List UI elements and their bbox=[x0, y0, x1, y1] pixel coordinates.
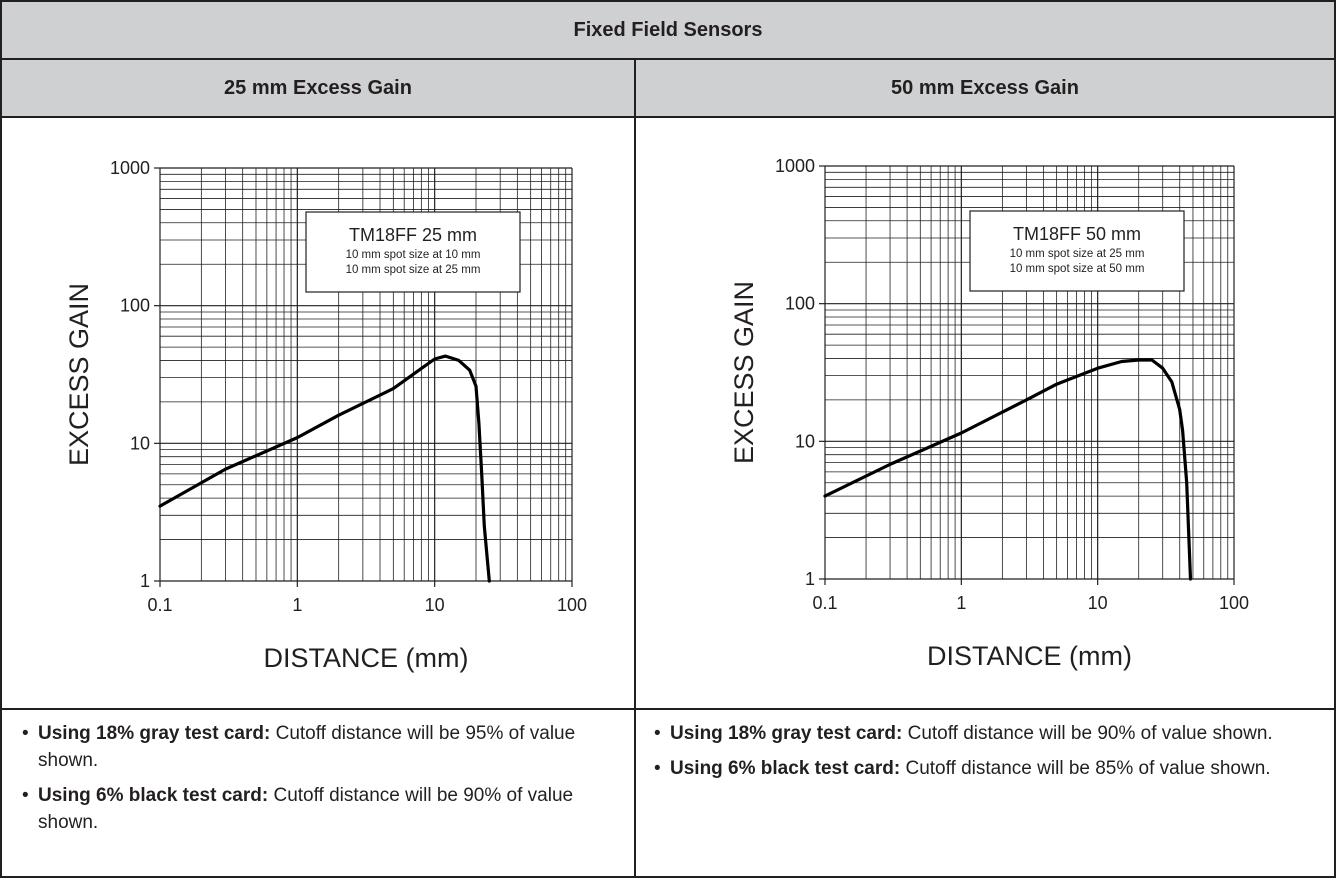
note-text: Cutoff distance will be 90% of value sho… bbox=[902, 723, 1273, 744]
legend-line: 10 mm spot size at 25 mm bbox=[346, 264, 481, 276]
note-bold: Using 6% black test card: bbox=[38, 785, 269, 806]
note-bold: Using 6% black test card: bbox=[670, 758, 901, 779]
legend-title: TM18FF 25 mm bbox=[349, 225, 477, 245]
y-axis-label: EXCESS GAIN bbox=[64, 283, 94, 466]
x-tick-label: 0.1 bbox=[147, 595, 172, 615]
notes-50mm: • Using 18% gray test card: Cutoff distan… bbox=[654, 720, 1294, 790]
note-bold: Using 18% gray test card: bbox=[38, 723, 271, 744]
x-tick-label: 1 bbox=[292, 595, 302, 615]
x-tick-label: 100 bbox=[1219, 593, 1249, 613]
y-tick-label: 1000 bbox=[110, 158, 150, 178]
x-tick-label: 10 bbox=[425, 595, 445, 615]
y-tick-label: 10 bbox=[130, 433, 150, 453]
note-item: • Using 6% black test card: Cutoff distan… bbox=[22, 782, 622, 836]
notes-25mm: • Using 18% gray test card: Cutoff distan… bbox=[22, 720, 622, 844]
x-tick-label: 0.1 bbox=[812, 593, 837, 613]
x-tick-label: 10 bbox=[1088, 593, 1108, 613]
bullet-icon: • bbox=[22, 785, 29, 806]
bullet-icon: • bbox=[22, 723, 29, 744]
chart-25mm-excess-gain: 0.1 1 10 100 1 10 100 1000 DISTANCE (mm) EXCESS G… bbox=[64, 158, 587, 673]
y-tick-label: 1000 bbox=[775, 156, 815, 176]
note-item: • Using 6% black test card: Cutoff distan… bbox=[654, 755, 1294, 782]
legend-title: TM18FF 50 mm bbox=[1013, 224, 1141, 244]
legend-box bbox=[969, 210, 1185, 292]
y-tick-label: 100 bbox=[785, 294, 815, 314]
legend: TM18FF 25 mm 10 mm spot size at 10 mm 10 m… bbox=[305, 211, 521, 293]
legend: TM18FF 50 mm 10 mm spot size at 25 mm 10 m… bbox=[969, 210, 1185, 292]
y-tick-label: 10 bbox=[795, 431, 815, 451]
legend-line: 10 mm spot size at 25 mm bbox=[1010, 248, 1145, 260]
column-title-50mm: 50 mm Excess Gain bbox=[636, 60, 1334, 118]
grid bbox=[824, 165, 1235, 580]
x-tick-label: 1 bbox=[956, 593, 966, 613]
column-title-25mm: 25 mm Excess Gain bbox=[2, 60, 636, 118]
legend-line: 10 mm spot size at 10 mm bbox=[346, 249, 481, 261]
note-bold: Using 18% gray test card: bbox=[670, 723, 903, 744]
bullet-icon: • bbox=[654, 723, 661, 744]
y-tick-label: 100 bbox=[120, 296, 150, 316]
x-axis-label: DISTANCE (mm) bbox=[264, 643, 469, 673]
x-tick-label: 100 bbox=[557, 595, 587, 615]
y-tick-label: 1 bbox=[805, 569, 815, 589]
chart-50mm-excess-gain: 0.1 1 10 100 1 10 100 1000 DISTANCE (mm) EXCESS G… bbox=[729, 156, 1249, 671]
note-item: • Using 18% gray test card: Cutoff distan… bbox=[654, 720, 1294, 747]
note-text: Cutoff distance will be 85% of value sho… bbox=[900, 758, 1271, 779]
x-axis-label: DISTANCE (mm) bbox=[927, 641, 1132, 671]
table-title: Fixed Field Sensors bbox=[2, 2, 1334, 60]
note-text: Cutoff distance will be 90% of value sho… bbox=[38, 785, 574, 833]
row-divider bbox=[2, 708, 1334, 710]
y-axis-label: EXCESS GAIN bbox=[729, 281, 759, 464]
bullet-icon: • bbox=[654, 758, 661, 779]
column-divider bbox=[634, 60, 636, 878]
legend-box bbox=[305, 211, 521, 293]
note-text: Cutoff distance will be 95% of value sho… bbox=[38, 723, 576, 771]
series-line bbox=[158, 354, 491, 583]
series-line bbox=[823, 358, 1193, 581]
legend-line: 10 mm spot size at 50 mm bbox=[1010, 263, 1145, 275]
note-item: • Using 18% gray test card: Cutoff distan… bbox=[22, 720, 622, 774]
y-tick-label: 1 bbox=[140, 571, 150, 591]
